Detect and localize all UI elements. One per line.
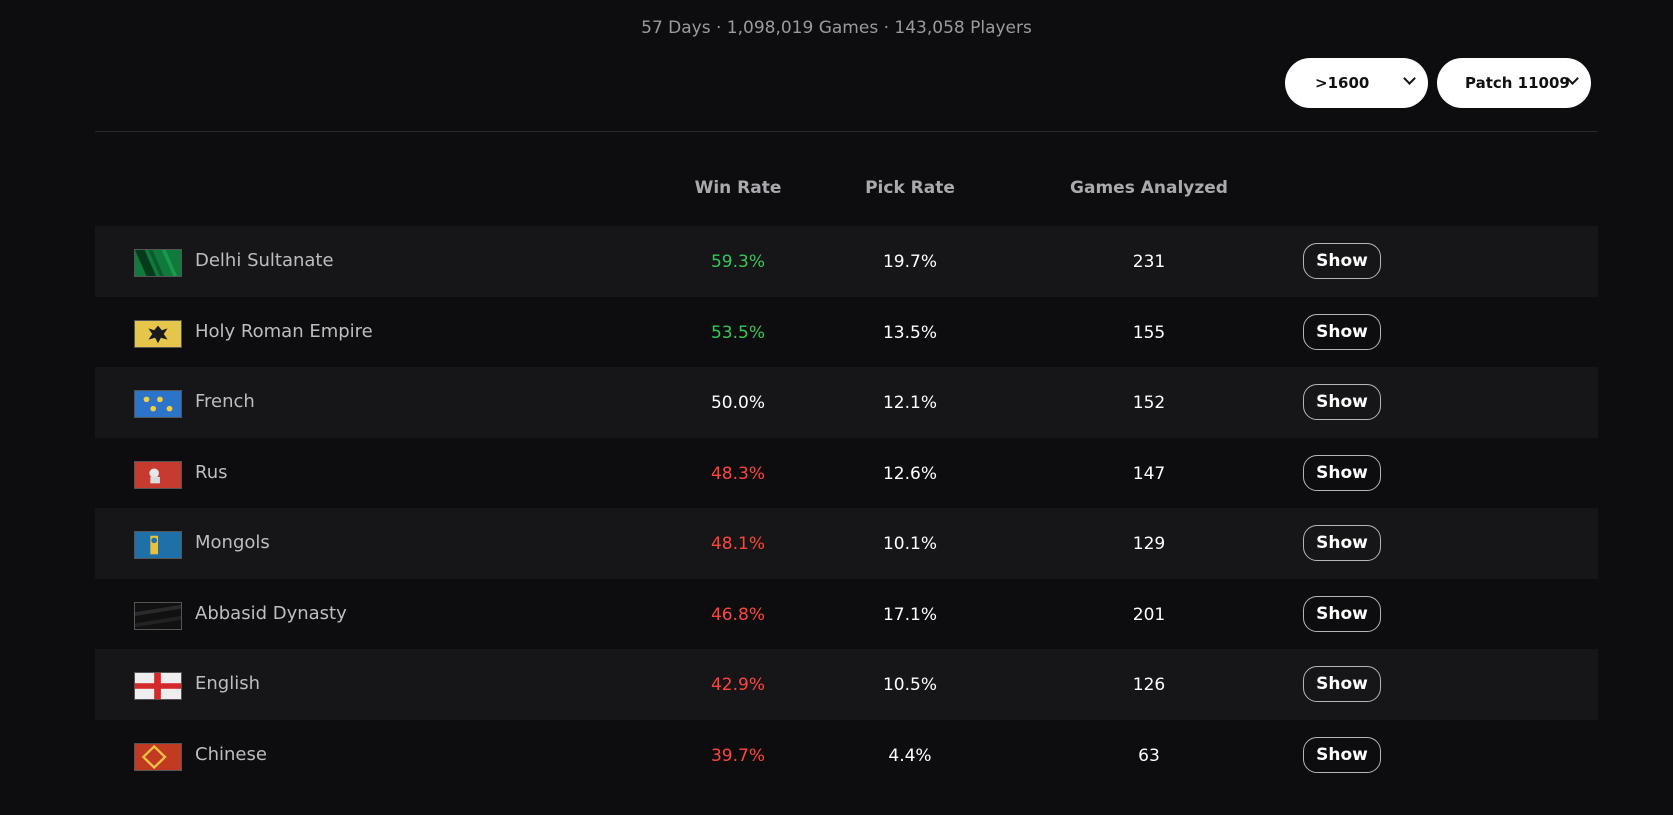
civ-name: Mongols	[195, 532, 270, 553]
win-rate-value: 48.3%	[710, 463, 766, 484]
show-button[interactable]: Show	[1303, 595, 1381, 632]
table-body: Delhi Sultanate 59.3% 19.7% 231 Show Holy Rom…	[95, 226, 1598, 790]
table-row: Chinese 39.7% 4.4% 63 Show	[95, 720, 1598, 791]
chevron-down-icon	[1403, 72, 1416, 85]
pick-rate-value: 10.5%	[882, 675, 938, 695]
games-analyzed-value: 63	[1138, 745, 1160, 766]
pick-rate-value: 19.7%	[882, 252, 938, 272]
civ-name: Rus	[195, 461, 228, 483]
games-analyzed-value: 129	[1132, 534, 1166, 554]
civ-table: Win Rate Pick Rate Games Analyzed Delhi …	[95, 160, 1598, 790]
table-row: French 50.0% 12.1% 152 Show	[95, 367, 1598, 438]
show-button[interactable]: Show	[1303, 525, 1381, 561]
table-row: Mongols 48.1% 10.1% 129 Show	[95, 508, 1598, 579]
table-row: Holy Roman Empire 53.5% 13.5% 155 Show	[95, 297, 1598, 368]
table-row: Rus 48.3% 12.6% 147 Show	[95, 438, 1598, 509]
french-flag-icon	[134, 390, 182, 418]
table-row: Delhi Sultanate 59.3% 19.7% 231 Show	[95, 226, 1598, 297]
pick-rate-value: 12.1%	[882, 393, 938, 413]
patch-select[interactable]: Patch 11009	[1437, 58, 1591, 108]
rating-select-value: >1600	[1315, 74, 1370, 92]
win-rate-value: 59.3%	[710, 252, 766, 272]
show-button[interactable]: Show	[1303, 243, 1381, 279]
games-analyzed-value: 231	[1132, 252, 1166, 272]
pick-rate-value: 4.4%	[888, 745, 932, 766]
show-button[interactable]: Show	[1303, 454, 1381, 491]
games-analyzed-value: 155	[1132, 322, 1166, 343]
rating-select[interactable]: >1600	[1285, 58, 1428, 108]
table-header: Win Rate Pick Rate Games Analyzed	[95, 160, 1598, 226]
win-rate-header[interactable]: Win Rate	[694, 178, 782, 198]
civ-name: French	[195, 391, 255, 412]
win-rate-value: 42.9%	[710, 675, 766, 695]
patch-select-value: Patch 11009	[1465, 74, 1570, 92]
delhi-sultanate-flag-icon	[134, 249, 182, 277]
rus-flag-icon	[134, 460, 182, 489]
filters-bar: >1600 Patch 11009	[1285, 58, 1591, 108]
pick-rate-value: 12.6%	[882, 463, 938, 484]
win-rate-value: 46.8%	[710, 604, 766, 625]
games-analyzed-value: 201	[1132, 604, 1166, 625]
show-button[interactable]: Show	[1303, 666, 1381, 702]
win-rate-value: 48.1%	[710, 534, 766, 554]
games-analyzed-value: 147	[1132, 463, 1166, 484]
table-row: Abbasid Dynasty 46.8% 17.1% 201 Show	[95, 579, 1598, 650]
show-button[interactable]: Show	[1303, 313, 1381, 350]
show-button[interactable]: Show	[1303, 384, 1381, 420]
games-analyzed-header[interactable]: Games Analyzed	[1070, 178, 1228, 198]
english-flag-icon	[134, 672, 182, 700]
civ-name: Abbasid Dynasty	[195, 602, 347, 624]
civ-name: English	[195, 673, 260, 694]
games-analyzed-value: 126	[1132, 675, 1166, 695]
pick-rate-value: 13.5%	[882, 322, 938, 343]
civ-name: Chinese	[195, 743, 267, 765]
table-row: English 42.9% 10.5% 126 Show	[95, 649, 1598, 720]
chinese-flag-icon	[134, 742, 182, 771]
win-rate-value: 50.0%	[710, 393, 766, 413]
games-analyzed-value: 152	[1132, 393, 1166, 413]
civ-name: Holy Roman Empire	[195, 320, 373, 342]
mongols-flag-icon	[134, 531, 182, 559]
win-rate-value: 39.7%	[710, 745, 766, 766]
pick-rate-value: 17.1%	[882, 604, 938, 625]
show-button[interactable]: Show	[1303, 736, 1381, 773]
civ-name: Delhi Sultanate	[195, 250, 334, 271]
divider	[95, 131, 1598, 132]
holy-roman-empire-flag-icon	[134, 319, 182, 348]
pick-rate-value: 10.1%	[882, 534, 938, 554]
win-rate-value: 53.5%	[710, 322, 766, 343]
pick-rate-header[interactable]: Pick Rate	[865, 178, 955, 198]
stats-summary: 57 Days · 1,098,019 Games · 143,058 Play…	[641, 18, 1032, 38]
abbasid-dynasty-flag-icon	[134, 601, 182, 630]
